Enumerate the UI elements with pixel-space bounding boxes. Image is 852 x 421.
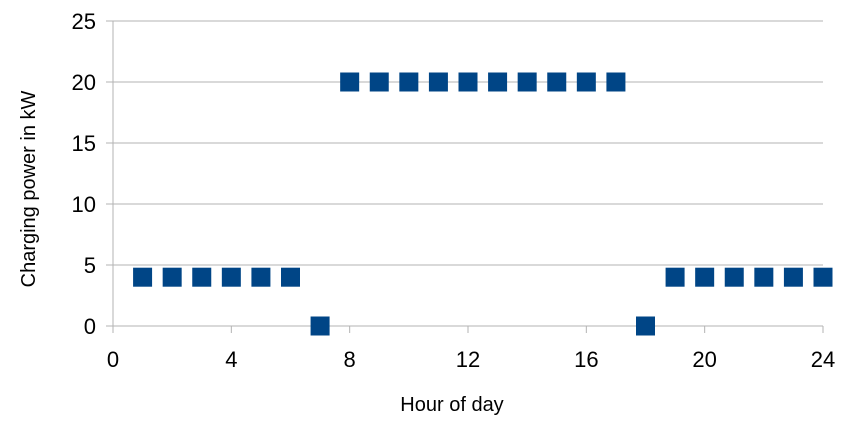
data-point-hour-18 [636, 316, 655, 336]
data-point-hour-16 [576, 72, 596, 92]
y-tick-label: 0 [84, 314, 96, 339]
data-point-hour-11 [428, 72, 448, 92]
x-tick-label: 24 [811, 347, 835, 372]
data-point-hour-1 [133, 267, 153, 287]
x-tick-label: 20 [692, 347, 716, 372]
data-point-hour-7 [310, 316, 330, 336]
data-point-hour-8 [340, 72, 360, 92]
data-point-hour-2 [162, 267, 182, 287]
data-point-hour-9 [369, 72, 389, 92]
data-point-hour-15 [547, 72, 567, 92]
data-point-hour-20 [695, 267, 715, 287]
data-points [133, 72, 833, 336]
y-tick-label: 25 [72, 9, 96, 34]
x-tick-label: 8 [344, 347, 356, 372]
x-tick-label: 0 [107, 347, 119, 372]
y-axis-tick-labels: 0 5 10 15 20 25 [72, 9, 96, 339]
data-point-hour-13 [488, 72, 508, 92]
data-point-hour-5 [251, 267, 271, 287]
axes [112, 21, 824, 333]
data-point-hour-23 [783, 267, 803, 287]
y-tick-label: 20 [72, 70, 96, 95]
x-tick-label: 4 [225, 347, 237, 372]
data-point-hour-6 [281, 267, 300, 287]
x-axis-title: Hour of day [400, 394, 503, 416]
data-point-hour-12 [458, 72, 478, 92]
gridlines [106, 20, 823, 327]
x-axis-tick-labels: 0 4 8 12 16 20 24 [107, 347, 835, 372]
y-tick-label: 5 [84, 253, 96, 278]
y-tick-label: 15 [72, 131, 96, 156]
data-point-hour-3 [192, 267, 212, 287]
data-point-hour-21 [724, 267, 744, 287]
data-point-hour-17 [606, 72, 626, 92]
x-tick-label: 12 [456, 347, 480, 372]
y-tick-label: 10 [72, 192, 96, 217]
x-tick-label: 16 [574, 347, 598, 372]
data-point-hour-22 [754, 267, 774, 287]
data-point-hour-24 [813, 267, 833, 287]
data-point-hour-14 [517, 72, 537, 92]
data-point-hour-19 [665, 267, 685, 287]
data-point-hour-10 [399, 72, 419, 92]
y-axis-title: Charging power in kW [18, 91, 40, 288]
data-point-hour-4 [221, 267, 241, 287]
